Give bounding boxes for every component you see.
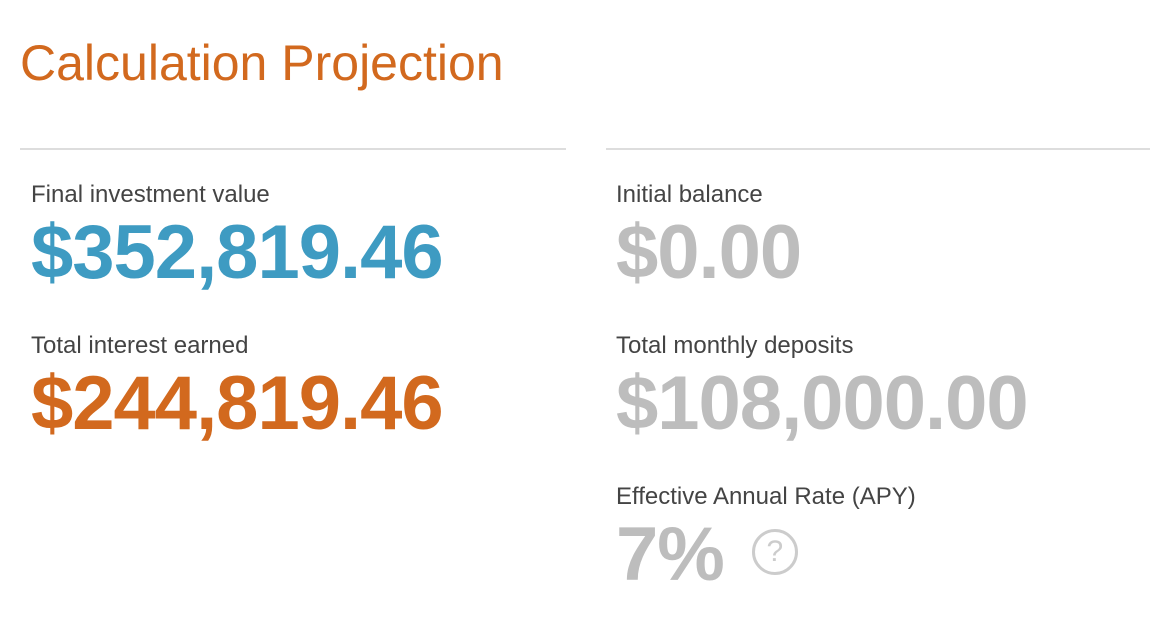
stat: Final investment value $352,819.46 [31,180,444,331]
left-column: Final investment value $352,819.46 Total… [31,180,444,482]
stat: Initial balance $0.00 [616,180,1028,331]
stat-label: Final investment value [31,181,270,208]
title: Calculation Projection [20,35,504,91]
stat-label: Effective Annual Rate (APY) [616,483,916,510]
stat: Total interest earned $244,819.46 [31,331,444,482]
divider [20,148,566,150]
help-icon[interactable]: ? [751,528,798,575]
stat: Total monthly deposits $108,000.00 [616,331,1029,482]
stat-value-row: 7%? [616,512,1028,602]
divider [606,148,1150,150]
stat-value: $352,819.46 [31,210,444,295]
stat-value: 7% [616,512,725,597]
right-column: Initial balance $0.00 Total monthly depo… [616,180,1029,633]
stat-value: $244,819.46 [31,361,444,446]
stat-label: Total interest earned [31,332,249,359]
stat: Effective Annual Rate (APY) 7%? [616,482,1028,633]
stat-label: Initial balance [616,181,763,208]
stat-value: $0.00 [616,210,802,295]
stat-label: Total monthly deposits [616,332,854,359]
stat-value: $108,000.00 [616,361,1029,446]
